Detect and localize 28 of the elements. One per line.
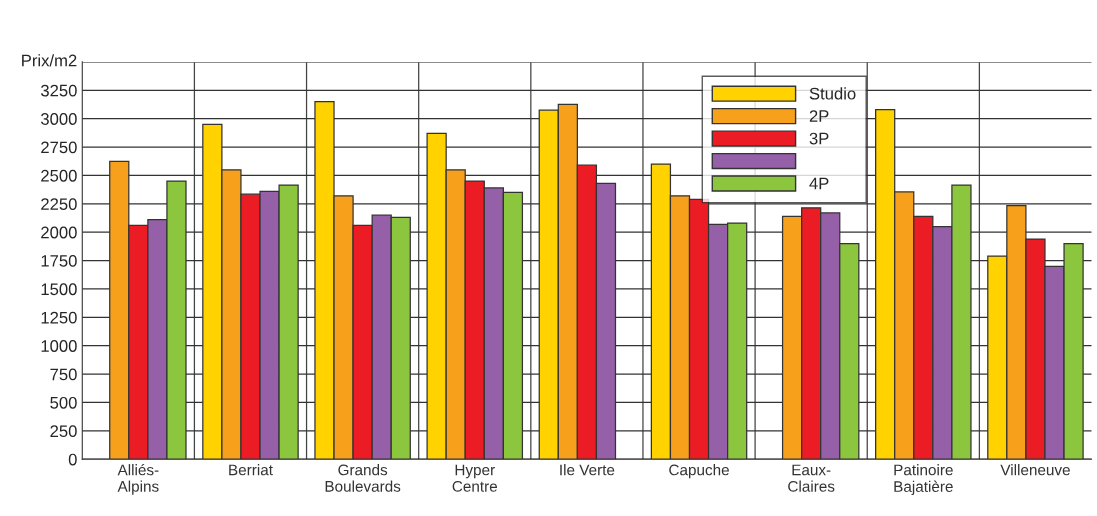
- legend-label: 4P: [809, 177, 829, 190]
- y-tick-label: 500: [50, 396, 77, 409]
- y-tick-label: 3250: [40, 84, 77, 97]
- y-axis-title: Prix/m2: [22, 54, 77, 67]
- y-tick-label: 2500: [41, 169, 77, 182]
- x-tick-label: Berriat: [229, 464, 273, 476]
- y-tick-label: 2000: [41, 226, 77, 239]
- y-tick-label: 2750: [41, 141, 77, 154]
- x-tick-label: Eaux- Claires: [788, 464, 835, 492]
- y-tick-label: 1750: [41, 254, 77, 267]
- legend-label: Studio: [809, 87, 856, 100]
- x-tick-label: Patinoire Bajatière: [894, 464, 953, 496]
- legend-label: 3P: [809, 132, 829, 145]
- y-tick-label: 1000: [41, 340, 77, 352]
- y-tick-label: 1500: [41, 283, 77, 296]
- x-tick-label: Villeneuve: [1000, 464, 1070, 476]
- x-tick-label: Alliés- Alpins: [117, 463, 159, 495]
- y-tick-label: 750: [50, 368, 77, 381]
- x-tick-label: Hyper Centre: [452, 464, 498, 492]
- y-tick-label: 3000: [40, 113, 77, 125]
- y-tick-label: 2250: [41, 198, 77, 211]
- x-tick-label: Grands Boulevards: [325, 464, 401, 492]
- y-tick-label: 1250: [41, 311, 77, 324]
- legend-label: 2P: [809, 110, 829, 122]
- y-tick-label: 0: [68, 453, 77, 466]
- y-tick-label: 250: [50, 425, 77, 438]
- x-tick-label: Capuche: [669, 464, 729, 479]
- x-tick-label: Ile Verte: [560, 464, 615, 476]
